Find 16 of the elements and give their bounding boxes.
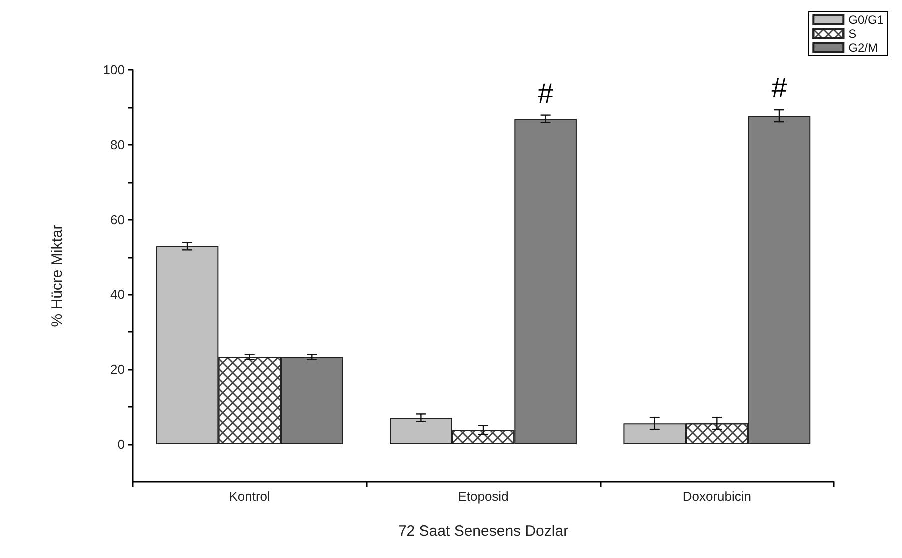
legend-label: G2/M [848, 41, 878, 55]
annotation: # [538, 78, 554, 109]
x-tick-label: Kontrol [229, 489, 271, 504]
y-tick-label: 100 [103, 62, 125, 78]
x-tick-label: Doxorubicin [682, 489, 752, 504]
x-tick-label: Etoposid [458, 489, 509, 504]
x-axis-title: 72 Saat Senesens Dozlar [398, 523, 569, 540]
y-tick-label: 0 [118, 437, 125, 452]
annotation: # [772, 72, 788, 104]
y-tick-label: 80 [110, 137, 125, 152]
y-axis-title: % Hücre Miktar [49, 224, 66, 328]
y-tick-label: 40 [110, 287, 125, 302]
y-tick-label: 20 [110, 362, 125, 378]
legend-label: S [848, 27, 857, 41]
legend-label: G0/G1 [848, 13, 884, 27]
y-tick-label: 60 [110, 212, 125, 228]
